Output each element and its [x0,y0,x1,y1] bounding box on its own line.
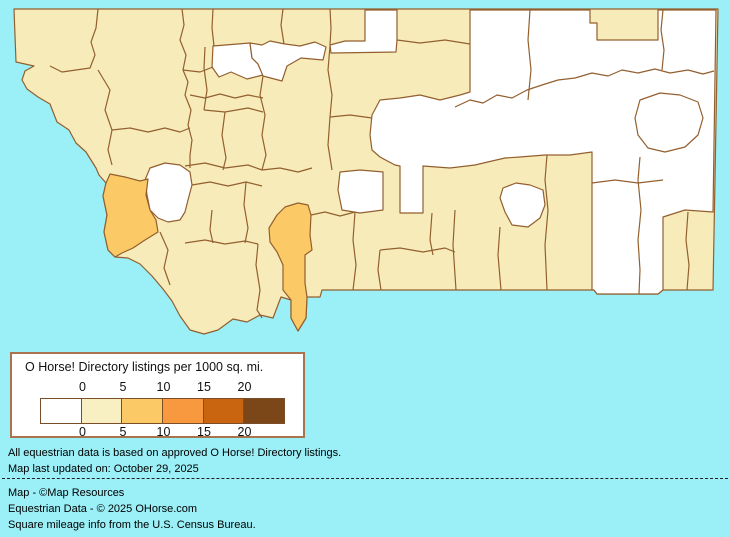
county-line-19 [327,116,333,171]
county-line-25 [191,181,263,187]
county-line-5 [329,8,332,46]
dashed-divider [2,478,728,479]
legend-swatch-0 [41,399,82,423]
county-line-7 [454,68,715,108]
county-line-2 [182,66,214,73]
legend-swatch-2 [122,399,164,423]
legend-tick: 20 [237,425,252,439]
county-line-6 [527,9,532,101]
county-line-33 [261,167,313,173]
legend-tick: 15 [197,380,211,394]
legend-swatch-1 [81,399,123,423]
county-line-36 [97,69,113,166]
county-line-11 [591,179,664,184]
county-line-4 [280,8,285,45]
legend-tick: 5 [119,425,127,439]
legend-tick: 0 [79,380,86,394]
county-region-white-2 [249,40,327,82]
legend-swatch-4 [203,399,245,423]
legend-swatch-3 [163,399,204,423]
county-line-18 [329,114,373,119]
county-line-32 [352,211,357,291]
legend-tick: 5 [119,380,127,394]
legend-tick: 0 [79,425,86,439]
county-line-38 [396,39,471,45]
county-line-8 [660,9,665,71]
county-line-13 [497,226,502,291]
county-region-orange-7 [102,173,159,258]
legend-tick: 10 [156,425,171,439]
legend-title: O Horse! Directory listings per 1000 sq.… [25,360,264,374]
county-line-37 [111,127,191,133]
county-line-14 [452,209,457,291]
county-region-white-6 [337,169,384,214]
note-data-source: All equestrian data is based on approved… [8,447,342,459]
note-last-updated: Map last updated on: October 29, 2025 [8,463,199,475]
county-region-orange-8 [268,202,313,332]
montana-map-svg [13,8,719,335]
county-line-9 [634,92,704,153]
county-line-29 [184,239,259,245]
county-line-26 [209,209,214,244]
credit-equestrian-data: Equestrian Data - © 2025 OHorse.com [8,503,198,515]
credit-square-mileage: Square mileage info from the U.S. Census… [8,519,256,531]
county-line-23 [221,111,227,171]
county-line-28 [243,181,249,244]
county-line-30 [255,243,263,319]
county-line-27 [159,231,171,286]
county-line-24 [184,162,263,171]
montana-map [13,8,719,335]
legend-tick: 20 [237,380,252,394]
county-line-35 [189,93,264,99]
county-line-22 [203,107,264,113]
legend-swatch-5 [244,399,285,423]
county-region-white-3 [329,9,398,54]
county-line-1 [179,8,193,168]
county-line-3 [211,8,215,47]
county-line-39 [685,211,690,291]
county-line-20 [259,75,267,171]
county-line-34 [429,212,434,256]
county-region-white-5 [499,182,546,228]
county-line-0 [49,8,99,73]
county-line-16 [379,247,456,253]
county-line-10 [637,156,642,295]
legend-color-ramp [40,398,285,424]
county-region-white-4 [144,162,193,223]
county-line-12 [544,154,549,291]
legend: O Horse! Directory listings per 1000 sq.… [10,352,305,439]
credit-map: Map - ©Map Resources [8,487,125,499]
legend-tick: 15 [197,425,211,439]
county-line-31 [310,211,356,217]
legend-tick: 10 [156,380,171,394]
county-line-17 [327,45,333,118]
county-region-white-0 [369,9,717,295]
county-line-15 [377,249,382,291]
county-line-21 [203,46,208,111]
